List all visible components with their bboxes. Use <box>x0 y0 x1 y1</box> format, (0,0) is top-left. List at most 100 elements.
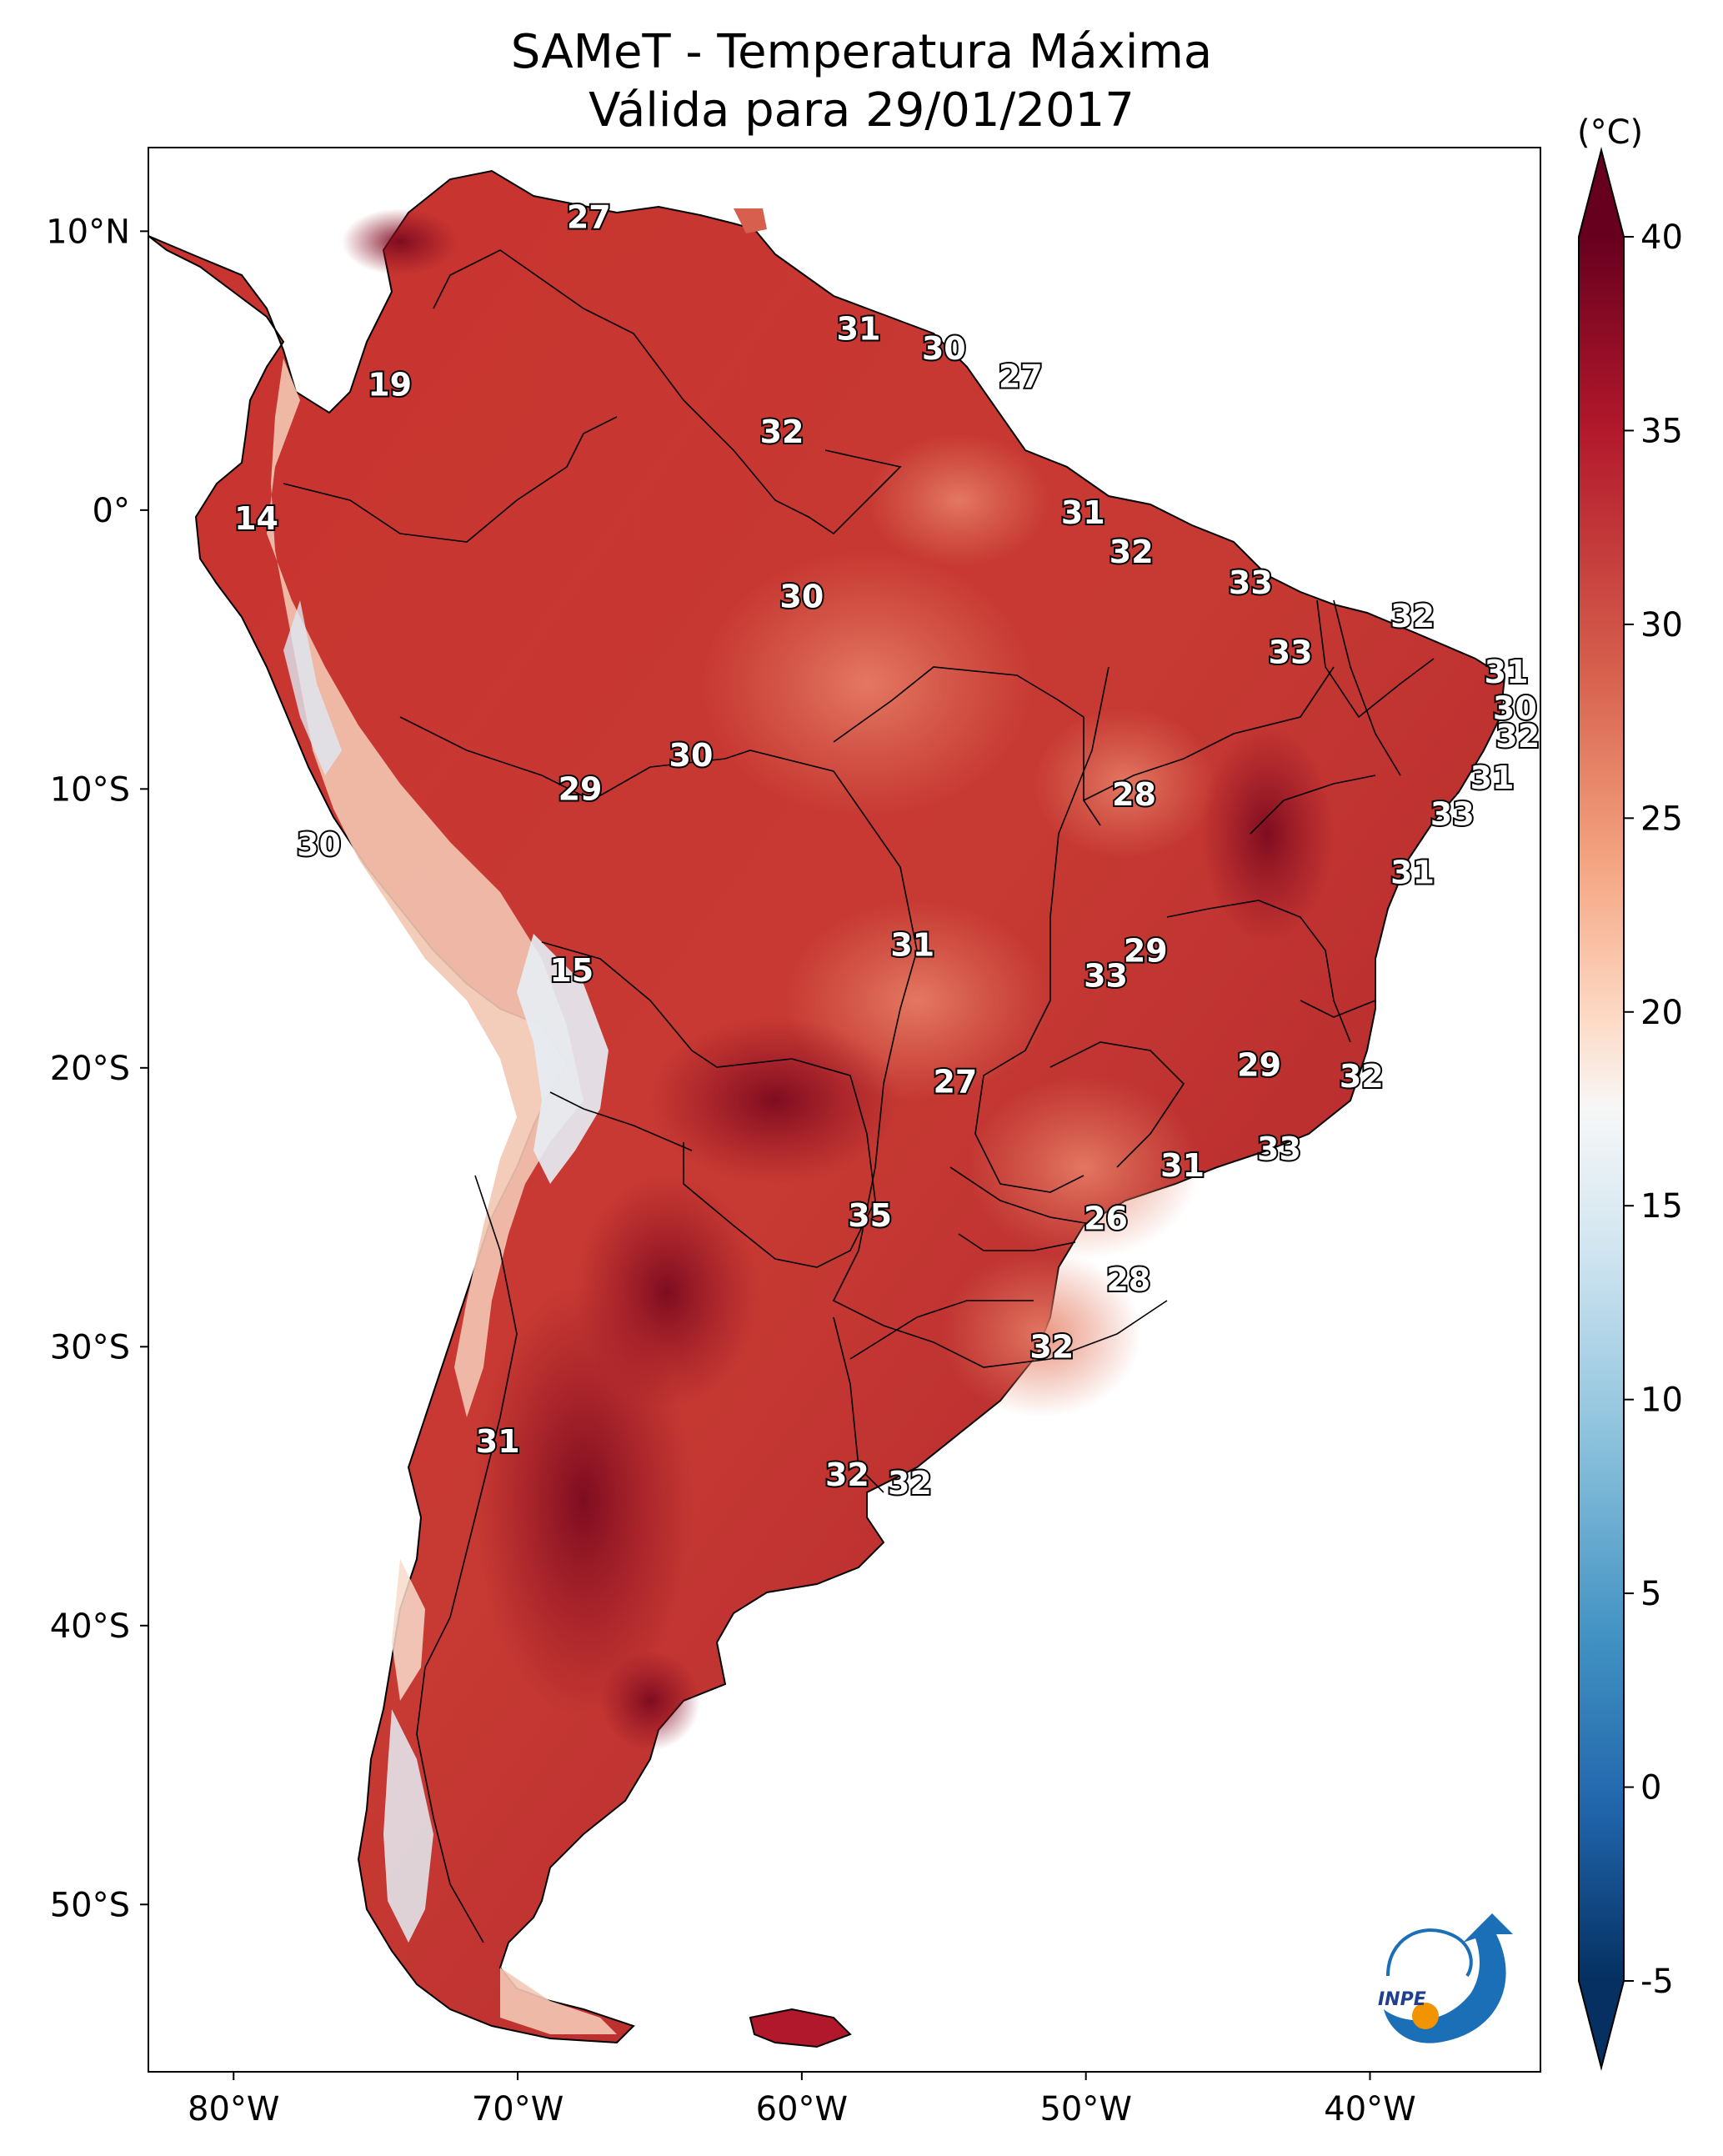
logo-orbit <box>1386 1928 1473 1978</box>
station-value-label: 27 <box>933 1064 977 1101</box>
station-value-label: 31 <box>837 310 881 347</box>
station-value-label: 19 <box>368 366 412 403</box>
border-line <box>1300 1000 1376 1018</box>
border-line <box>849 1300 1034 1360</box>
border-line <box>1250 775 1376 835</box>
colorbar-tick-label: 15 <box>1640 1187 1683 1226</box>
station-value-label: 30 <box>922 330 966 367</box>
station-value-label: 14 <box>234 500 278 537</box>
station-value-label: 31 <box>1160 1147 1205 1184</box>
title-line-2: Válida para 29/01/2017 <box>589 83 1134 138</box>
colorbar-tick-label: 40 <box>1640 218 1683 257</box>
station-value-label: 31 <box>1061 494 1105 531</box>
border-line <box>433 249 902 535</box>
station-value-label: 32 <box>825 1457 869 1493</box>
colorbar-tick-label: 10 <box>1640 1381 1683 1420</box>
border-line <box>958 1233 1076 1251</box>
station-value-label: 32 <box>1495 718 1540 755</box>
border-line <box>1083 666 1335 801</box>
hot-core <box>650 1017 900 1184</box>
latitude-axis: 10°N 0° 10°S 20°S 30°S 40°S 50°S <box>46 213 148 1924</box>
logo-swoosh <box>1384 1913 1513 2043</box>
station-value-label: 26 <box>1084 1200 1128 1236</box>
station-value-label: 33 <box>1430 795 1475 832</box>
colorbar-bottom-extension <box>1579 1981 1624 2068</box>
map-area <box>148 169 1506 2048</box>
warm-patch <box>700 550 1034 817</box>
station-value-label: 32 <box>1109 534 1154 570</box>
title-line-1: SAMeT - Temperatura Máxima <box>510 25 1213 79</box>
warm-patch <box>1034 709 1217 859</box>
colorbar-tick-label: 20 <box>1640 994 1683 1032</box>
lat-tick-label: 50°S <box>50 1886 130 1924</box>
station-value-label: 31 <box>890 927 934 964</box>
logo-text: INPE <box>1378 1989 1426 2010</box>
station-value-label: 33 <box>1257 1131 1301 1167</box>
colorbar-tick-label: 35 <box>1640 412 1683 450</box>
station-value-label: 30 <box>1493 689 1537 726</box>
hot-core <box>575 1176 759 1409</box>
border-line <box>416 1175 518 1943</box>
colorbar-tick-label: 5 <box>1640 1575 1661 1613</box>
border-line <box>1333 599 1401 776</box>
station-value-label: 32 <box>1340 1058 1384 1095</box>
lat-tick-label: 10°N <box>46 213 130 251</box>
map-title: SAMeT - Temperatura Máxima Válida para 2… <box>0 23 1723 140</box>
colorbar-body <box>1579 237 1624 1981</box>
station-value-label: 31 <box>1485 654 1529 690</box>
logo-sun <box>1412 2003 1439 2029</box>
lat-tick-label: 30°S <box>50 1328 130 1366</box>
colorbar-top-extension <box>1579 150 1624 237</box>
border-line <box>949 1166 1101 1226</box>
inpe-logo: INPE <box>1378 1913 1513 2043</box>
station-value-label: 31 <box>1390 855 1435 891</box>
longitude-axis: 80°W 70°W 60°W 50°W 40°W <box>188 2072 1416 2128</box>
station-value-label: 33 <box>1269 634 1313 670</box>
border-line <box>549 1091 693 1151</box>
border-line <box>541 941 876 1268</box>
station-value-label: 32 <box>888 1465 932 1502</box>
border-line <box>1049 1041 1185 1168</box>
patagonia-cool-zone <box>392 1559 425 1701</box>
andes-north-cold-zone <box>283 600 342 775</box>
station-value-label: 33 <box>1229 564 1273 601</box>
station-value-label: 33 <box>1084 957 1128 994</box>
colorbar-tick-label: 30 <box>1640 606 1683 644</box>
caribbean-islands <box>734 208 767 233</box>
colorbar-ticks: 40 35 30 25 20 15 10 5 0 -5 <box>1624 218 1683 2001</box>
station-value-label: 31 <box>1470 760 1515 796</box>
station-value-label: 31 <box>476 1423 520 1460</box>
plot-frame <box>148 147 1541 2073</box>
lat-tick-label: 10°S <box>50 770 130 809</box>
border-line <box>974 666 1109 1193</box>
warm-patch <box>942 1251 1142 1417</box>
station-value-label: 30 <box>779 579 824 615</box>
colorbar-unit: (°C) <box>1577 113 1643 152</box>
hot-core <box>1200 725 1334 942</box>
station-value-label: 29 <box>558 770 603 807</box>
station-value-label: 35 <box>848 1197 892 1234</box>
border-line <box>1166 900 1351 1043</box>
station-value-label: 27 <box>999 358 1043 394</box>
station-value-label: 32 <box>1390 598 1435 634</box>
lon-tick-label: 70°W <box>472 2090 563 2128</box>
colorbar-tick-label: 0 <box>1640 1769 1661 1808</box>
lat-tick-label: 40°S <box>50 1607 130 1646</box>
border-line <box>399 716 918 1010</box>
station-value-label: 32 <box>1029 1328 1074 1365</box>
falkland-islands <box>749 2008 852 2048</box>
station-value-label: 29 <box>1237 1046 1281 1083</box>
lon-tick-label: 80°W <box>188 2090 279 2128</box>
border-line <box>832 1008 1168 1368</box>
station-value-label: 28 <box>1112 776 1156 813</box>
political-borders <box>283 249 1435 1943</box>
lat-tick-label: 20°S <box>50 1050 130 1088</box>
patagonia-cold-zone <box>383 1709 433 1943</box>
altiplano-cold-zone <box>517 934 609 1184</box>
station-value-label: 27 <box>567 199 611 236</box>
lat-tick-label: 0° <box>93 492 130 530</box>
station-value-label: 28 <box>1106 1261 1150 1298</box>
station-value-label: 15 <box>549 952 594 989</box>
